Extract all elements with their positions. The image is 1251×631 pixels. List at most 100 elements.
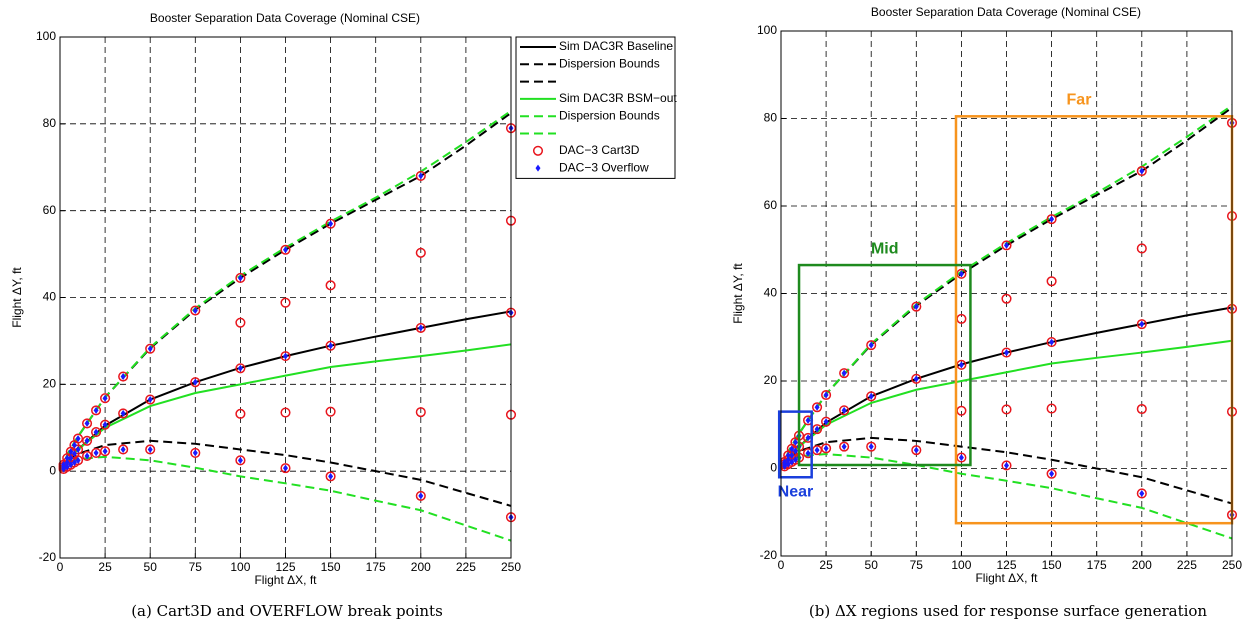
data-point [1049, 470, 1055, 478]
data-point [792, 456, 798, 464]
data-point [235, 408, 246, 419]
data-point [1136, 488, 1147, 499]
y-tick-label: 20 [764, 373, 778, 387]
data-point [93, 428, 99, 436]
axes-box [780, 30, 1233, 557]
data-point [68, 448, 74, 456]
caption: (a) Cart3D and OVERFLOW break points [131, 602, 443, 620]
data-point [1136, 243, 1147, 254]
x-tick-label: 175 [1087, 558, 1107, 572]
data-point [91, 427, 102, 438]
data-point [84, 437, 90, 445]
data-point [1001, 293, 1012, 304]
data-point [280, 351, 291, 362]
data-point [71, 450, 77, 458]
data-point [235, 272, 246, 284]
data-point [102, 447, 108, 455]
data-point [958, 270, 964, 278]
data-point [839, 441, 850, 452]
y-tick-label: 80 [43, 116, 57, 130]
data-point [792, 438, 798, 446]
data-point [868, 341, 874, 349]
data-point [1001, 404, 1012, 415]
region-box [797, 263, 972, 467]
data-point [821, 416, 832, 427]
data-point [958, 361, 964, 369]
data-point [118, 444, 129, 455]
y-tick-label: 40 [764, 286, 778, 300]
y-tick-label: 60 [764, 198, 778, 212]
data-point [75, 456, 81, 464]
data-point [145, 343, 156, 354]
data-point [1046, 214, 1057, 225]
x-axis-label: Flight ΔX, ft [254, 573, 317, 587]
y-tick-label: 0 [49, 463, 56, 477]
data-point [868, 443, 874, 451]
x-tick-label: 150 [1042, 558, 1062, 572]
data-point [418, 324, 424, 332]
x-tick-label: 75 [189, 560, 203, 574]
data-point [1001, 460, 1012, 471]
data-point [120, 445, 126, 453]
chart-title: Booster Separation Data Coverage (Nomina… [871, 5, 1141, 19]
data-point [418, 492, 424, 500]
x-tick-label: 25 [819, 558, 833, 572]
data-point [789, 458, 795, 466]
data-point [913, 303, 919, 311]
data-point [913, 375, 919, 383]
data-point [1049, 215, 1055, 223]
data-point [415, 490, 426, 501]
y-tick-label: 80 [764, 111, 778, 125]
data-point [64, 454, 70, 462]
x-tick-label: 50 [144, 560, 158, 574]
data-point [821, 443, 832, 454]
data-point [958, 454, 964, 462]
data-point [280, 463, 291, 474]
data-point [415, 247, 426, 258]
data-point [72, 444, 84, 455]
data-point [280, 244, 291, 255]
y-tick-label: 60 [43, 203, 57, 217]
data-point [415, 322, 426, 333]
data-point [1004, 461, 1009, 469]
data-point [91, 405, 102, 416]
data-point [823, 418, 829, 426]
data-point [84, 419, 90, 427]
data-point [93, 406, 99, 414]
data-point [283, 352, 288, 360]
data-point [120, 373, 126, 381]
data-point [1001, 240, 1012, 251]
x-tick-label: 150 [321, 560, 341, 574]
data-point [868, 392, 874, 400]
data-point [823, 391, 829, 399]
data-point [102, 421, 108, 429]
data-point [64, 463, 70, 471]
data-point [785, 451, 791, 459]
data-point [75, 445, 81, 453]
data-point [100, 446, 111, 457]
y-tick-label: 20 [43, 377, 57, 391]
data-point [325, 218, 336, 229]
data-point [280, 297, 291, 308]
data-point [61, 465, 67, 473]
legend-swatch [535, 164, 541, 172]
data-point [821, 389, 832, 401]
data-point [325, 406, 336, 417]
data-point [1139, 489, 1145, 497]
data-point [805, 416, 811, 424]
data-point [785, 460, 791, 468]
data-point [789, 445, 795, 453]
data-point [190, 447, 201, 458]
data-point [814, 425, 820, 433]
region-label: Mid [871, 240, 899, 257]
x-tick-label: 100 [230, 560, 250, 574]
data-point [68, 454, 74, 462]
data-point [237, 274, 243, 282]
data-point [328, 472, 334, 480]
chart-title: Booster Separation Data Coverage (Nomina… [150, 11, 420, 25]
data-point [145, 444, 156, 455]
data-point [283, 464, 288, 472]
data-point [1136, 165, 1147, 177]
data-point [1046, 337, 1057, 348]
data-point [325, 471, 336, 482]
